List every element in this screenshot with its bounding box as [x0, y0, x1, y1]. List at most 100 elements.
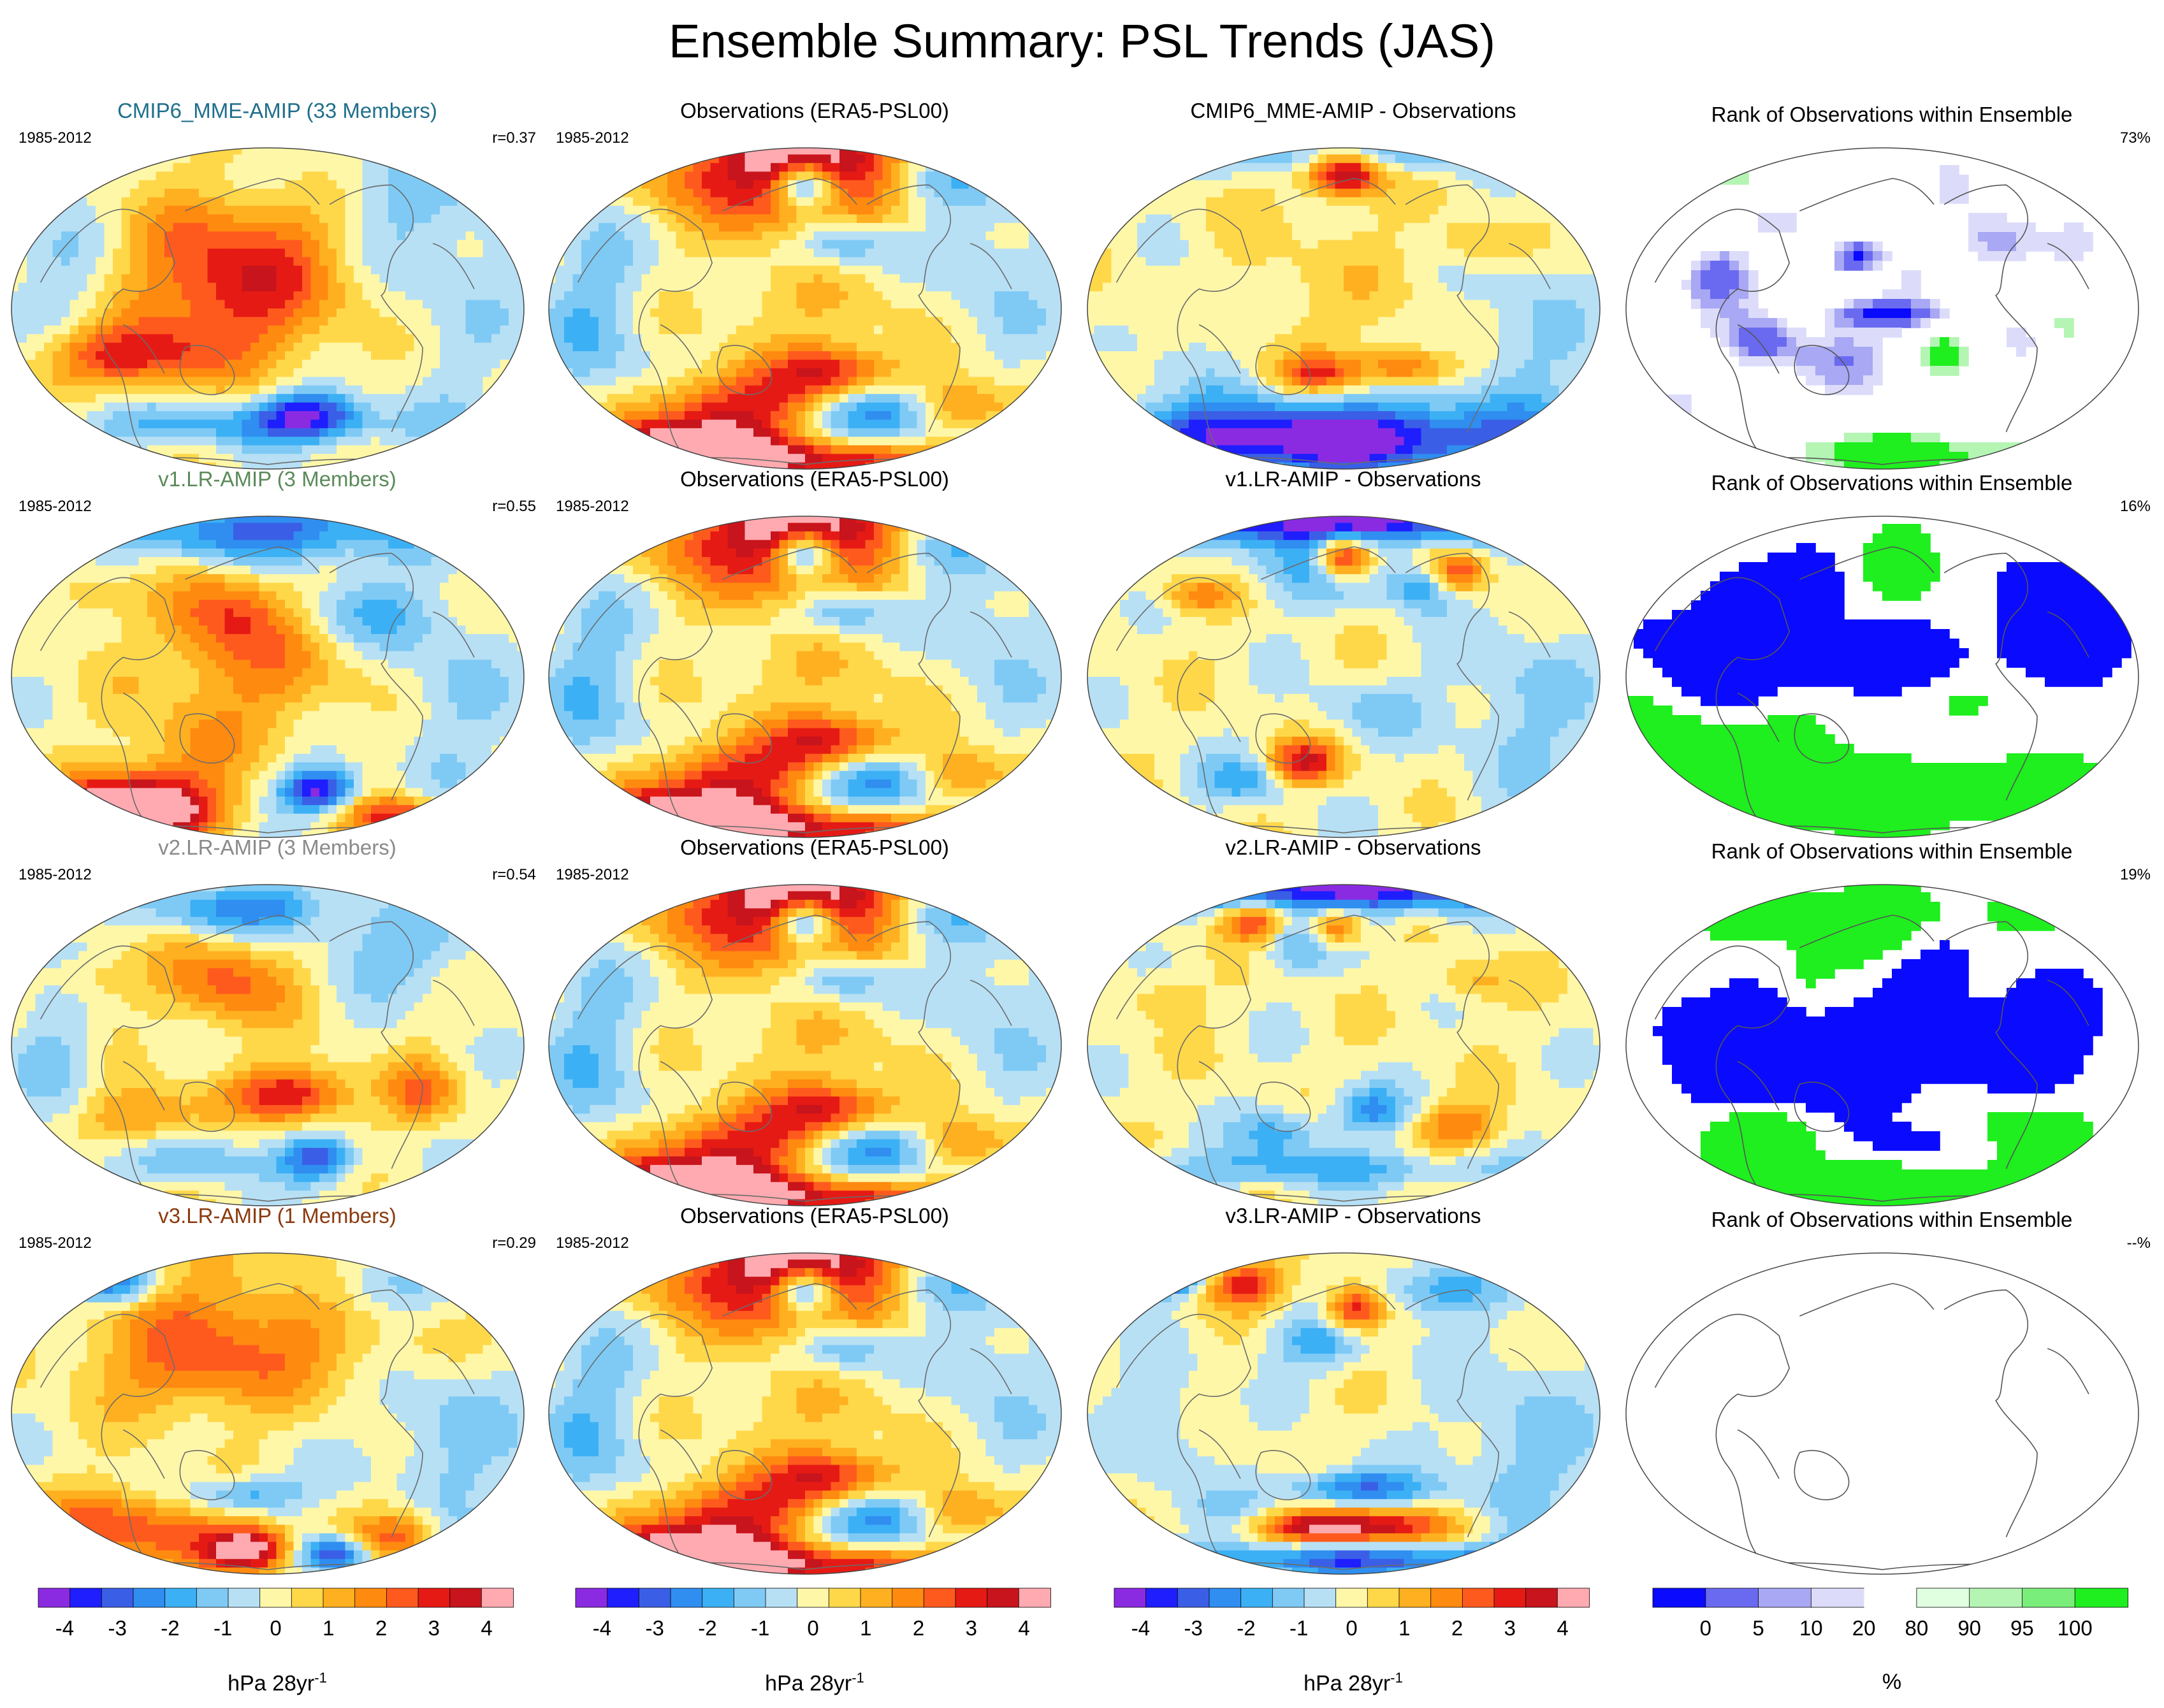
grid-cell — [251, 445, 259, 454]
grid-cell — [780, 291, 788, 300]
grid-cell — [891, 386, 900, 394]
grid-cell — [302, 198, 311, 206]
grid-cell — [233, 343, 242, 352]
grid-cell — [599, 394, 607, 403]
grid-cell — [934, 334, 943, 343]
grid-cell — [122, 266, 131, 275]
grid-cell — [1038, 171, 1047, 180]
grid-cell — [319, 257, 328, 266]
grid-cell — [736, 180, 745, 189]
grid-cell — [564, 163, 573, 172]
grid-cell — [423, 368, 432, 377]
grid-cell — [736, 240, 745, 249]
grid-cell — [251, 231, 259, 240]
grid-cell — [87, 326, 96, 335]
grid-cell — [457, 300, 466, 309]
grid-cell — [590, 198, 599, 206]
grid-cell — [44, 283, 53, 292]
grid-cell — [599, 291, 607, 300]
grid-cell — [483, 308, 492, 317]
grid-cell — [164, 308, 173, 317]
grid-cell — [573, 163, 582, 172]
grid-cell — [500, 189, 509, 198]
grid-cell — [259, 360, 268, 369]
grid-cell — [474, 454, 483, 463]
grid-cell — [319, 283, 328, 292]
grid-cell — [986, 266, 995, 275]
grid-cell — [1370, 154, 1379, 163]
grid-cell — [1301, 163, 1310, 172]
grid-cell — [242, 163, 251, 172]
grid-cell — [685, 420, 693, 429]
grid-cell — [745, 326, 754, 335]
grid-cell — [547, 257, 556, 266]
grid-cell — [926, 291, 934, 300]
grid-cell — [977, 334, 986, 343]
grid-cell — [736, 266, 745, 275]
grid-cell — [242, 368, 251, 377]
grid-cell — [814, 146, 823, 155]
grid-cell — [208, 249, 217, 257]
grid-cell — [96, 257, 105, 266]
grid-cell — [926, 146, 934, 155]
grid-cell — [642, 180, 651, 189]
grid-cell — [728, 437, 737, 445]
grid-cell — [728, 386, 737, 394]
grid-cell — [337, 198, 345, 206]
grid-cell — [397, 386, 406, 394]
grid-cell — [388, 368, 397, 377]
grid-cell — [302, 326, 311, 335]
grid-cell — [1163, 146, 1172, 155]
grid-cell — [822, 437, 831, 445]
grid-cell — [500, 266, 509, 275]
grid-cell — [113, 198, 122, 206]
grid-cell — [139, 240, 148, 249]
grid-cell — [474, 198, 483, 206]
grid-cell — [277, 231, 286, 240]
grid-cell — [285, 403, 294, 412]
grid-cell — [891, 377, 900, 386]
grid-cell — [10, 454, 18, 463]
grid-cell — [1012, 360, 1020, 369]
grid-cell — [676, 154, 685, 163]
grid-cell — [208, 428, 217, 437]
grid-cell — [564, 334, 573, 343]
grid-cell — [1020, 180, 1029, 189]
grid-cell — [208, 171, 217, 180]
grid-cell — [18, 240, 27, 249]
grid-cell — [934, 266, 943, 275]
grid-cell — [61, 411, 70, 420]
grid-cell — [969, 291, 978, 300]
grid-cell — [122, 180, 131, 189]
grid-cell — [607, 300, 616, 309]
grid-cell — [449, 214, 458, 223]
grid-cell — [27, 334, 36, 343]
grid-cell — [199, 334, 208, 343]
grid-cell — [509, 326, 518, 335]
grid-cell — [285, 163, 294, 172]
grid-cell — [556, 266, 565, 275]
grid-cell — [1525, 146, 1534, 155]
grid-cell — [866, 198, 875, 206]
grid-cell — [96, 454, 105, 463]
grid-cell — [1038, 351, 1047, 360]
grid-cell — [814, 360, 823, 369]
grid-cell — [156, 274, 165, 283]
grid-cell — [917, 154, 926, 163]
grid-cell — [891, 180, 900, 189]
grid-cell — [518, 437, 526, 445]
grid-cell — [259, 368, 268, 377]
grid-cell — [113, 445, 122, 454]
grid-cell — [960, 257, 969, 266]
grid-cell — [797, 206, 806, 215]
grid-cell — [917, 428, 926, 437]
grid-cell — [969, 163, 978, 172]
grid-cell — [891, 206, 900, 215]
grid-cell — [96, 437, 105, 445]
grid-cell — [242, 283, 251, 292]
grid-cell — [814, 231, 823, 240]
grid-cell — [599, 231, 607, 240]
grid-cell — [500, 154, 509, 163]
grid-cell — [753, 198, 762, 206]
grid-cell — [199, 291, 208, 300]
